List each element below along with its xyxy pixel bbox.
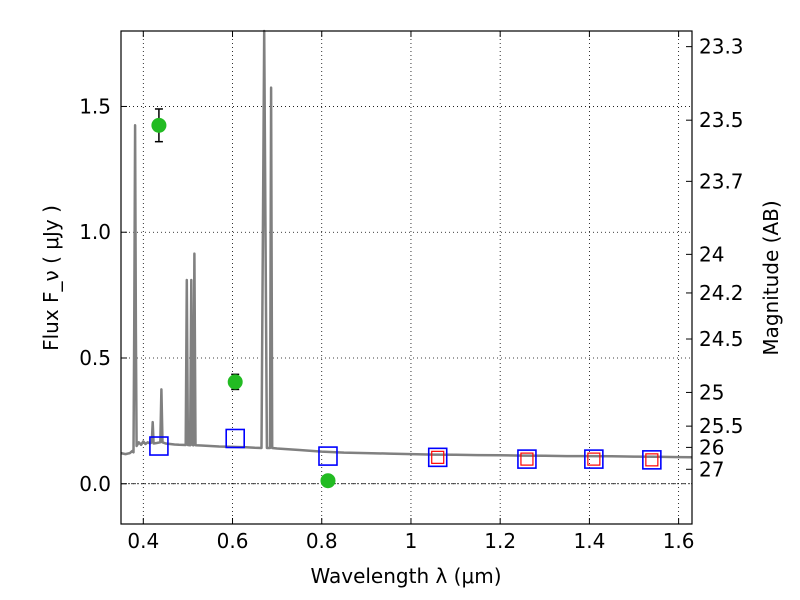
- mag-tick-label: 25.5: [699, 414, 744, 438]
- x-tick-label: 1.2: [484, 529, 516, 553]
- model-photometry-blue-square: [642, 450, 662, 470]
- mag-tick-label: 27: [699, 457, 724, 481]
- model-sed-line: [120, 29, 693, 459]
- axis-ticks: 0.4 0.6 0.8 1 1.2 1.4 1.6 0.0 0.5 1.0 1.5 23.3 23.5 2…: [79, 31, 744, 553]
- mag-tick-label: 23.7: [699, 169, 744, 193]
- model-photometry-blue-square: [517, 449, 537, 469]
- grid-lines: [121, 31, 692, 524]
- plot-series: [120, 29, 693, 489]
- x-tick-label: 0.8: [306, 529, 338, 553]
- model-photometry-red-square: [520, 452, 534, 466]
- model-photometry-red-square: [587, 452, 601, 466]
- y-axis-right-label: Magnitude (AB): [759, 200, 783, 355]
- axes-frame: [120, 30, 693, 525]
- mag-tick-label: 23.3: [699, 35, 744, 59]
- mag-tick-label: 26: [699, 435, 724, 459]
- x-tick-label: 0.4: [127, 529, 159, 553]
- x-tick-label: 1: [405, 529, 418, 553]
- observed-data-point: [151, 117, 167, 133]
- model-photometry-blue-square: [427, 447, 448, 468]
- model-photometry-blue-square: [225, 428, 245, 449]
- plot-frame: [120, 30, 693, 525]
- x-axis-label: Wavelength λ (μm): [310, 564, 501, 588]
- observed-data-point: [227, 374, 243, 390]
- model-photometry-blue-square: [318, 446, 338, 466]
- model-photometry-blue-square: [584, 449, 604, 469]
- observed-data-point: [320, 473, 336, 489]
- y-tick-label: 1.0: [79, 220, 111, 244]
- model-photometry-red-square: [645, 453, 659, 467]
- y-tick-label: 0.5: [79, 346, 111, 370]
- mag-tick-label: 25: [699, 380, 724, 404]
- x-tick-label: 1.6: [663, 529, 695, 553]
- model-photometry-red-square: [431, 450, 445, 464]
- x-tick-label: 0.6: [217, 529, 249, 553]
- y-tick-label: 1.5: [79, 94, 111, 118]
- mag-tick-label: 24.5: [699, 327, 744, 351]
- y-axis-label: Flux F_ν ( μJy ): [39, 205, 63, 351]
- mag-tick-label: 23.5: [699, 108, 744, 132]
- y-tick-label: 0.0: [79, 472, 111, 496]
- x-tick-label: 1.4: [573, 529, 605, 553]
- mag-tick-label: 24.2: [699, 281, 744, 305]
- mag-tick-label: 24: [699, 242, 724, 266]
- model-photometry-blue-square: [149, 436, 169, 456]
